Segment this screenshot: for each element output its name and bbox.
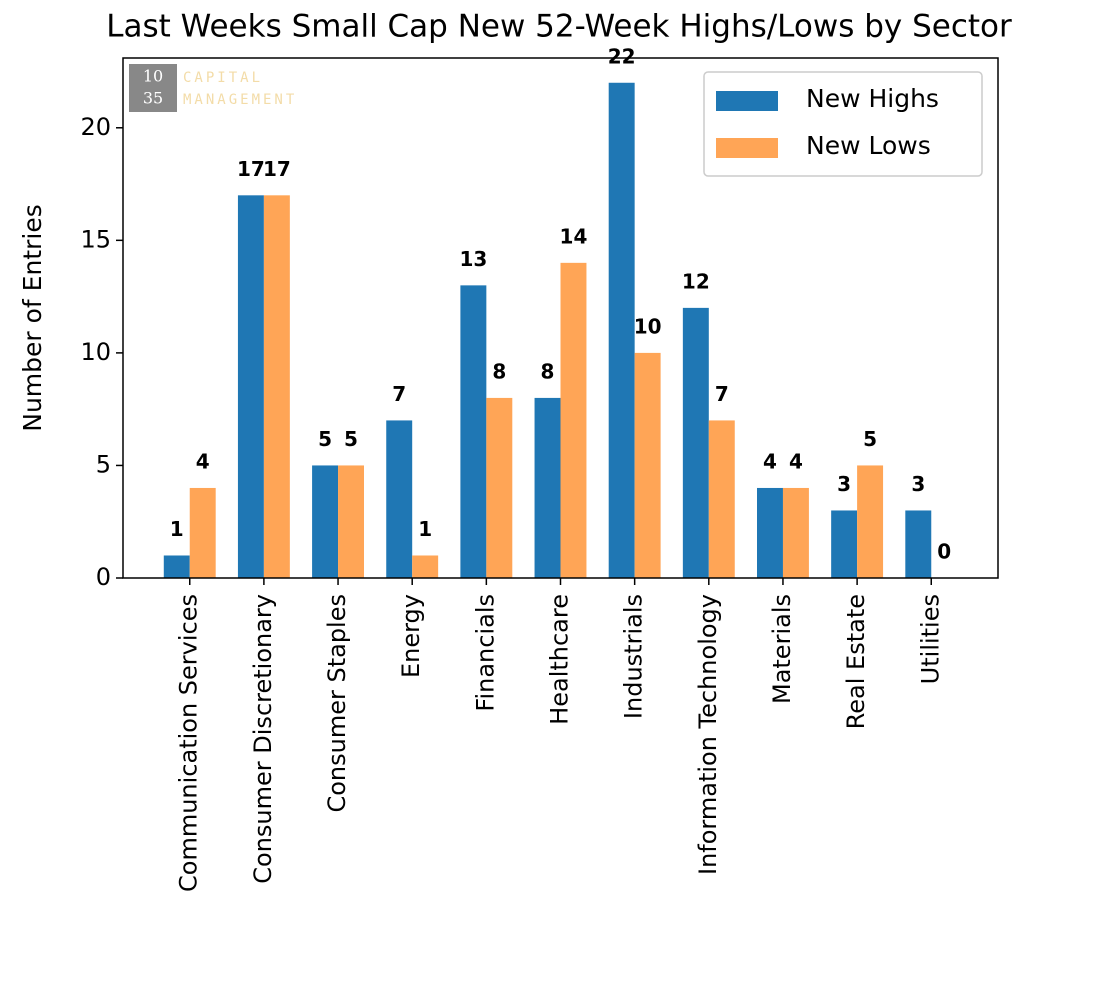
x-tick-label: Communication Services <box>175 594 203 892</box>
bar <box>708 420 735 578</box>
legend-label: New Lows <box>806 131 931 160</box>
x-tick-label: Consumer Discretionary <box>249 594 277 884</box>
x-tick-label: Consumer Staples <box>323 594 351 813</box>
bar <box>831 510 858 578</box>
bar <box>608 82 635 578</box>
bar <box>237 195 264 578</box>
bar <box>338 465 364 578</box>
bar <box>263 195 290 578</box>
value-label: 3 <box>837 472 851 496</box>
bar <box>634 352 661 578</box>
legend-swatch <box>716 91 778 111</box>
bar <box>905 510 932 578</box>
bar <box>560 262 587 578</box>
x-tick-label: Utilities <box>916 594 944 684</box>
x-tick-label: Real Estate <box>842 594 870 729</box>
bar <box>386 420 413 578</box>
logo-number: 10 <box>143 67 163 86</box>
bar <box>534 397 561 578</box>
value-label: 4 <box>789 449 803 473</box>
bar <box>189 487 216 578</box>
value-label: 13 <box>459 247 487 271</box>
logo-box <box>129 64 177 112</box>
value-label: 1 <box>170 517 184 541</box>
bar <box>857 465 884 578</box>
bar <box>682 307 709 578</box>
value-label: 14 <box>560 224 588 248</box>
value-label: 17 <box>237 157 265 181</box>
y-tick-label: 0 <box>96 563 111 591</box>
x-tick-label: Industrials <box>620 594 648 719</box>
chart-title: Last Weeks Small Cap New 52-Week Highs/L… <box>106 9 1012 45</box>
value-label: 4 <box>196 449 210 473</box>
y-tick-label: 20 <box>80 113 111 141</box>
value-label: 10 <box>634 314 662 338</box>
value-label: 7 <box>392 382 406 406</box>
logo-text: CAPITAL <box>183 70 263 86</box>
x-tick-label: Information Technology <box>694 594 722 875</box>
y-tick-label: 15 <box>80 225 111 253</box>
value-label: 8 <box>492 359 506 383</box>
bar <box>460 285 487 578</box>
bar <box>782 487 809 578</box>
logo-number: 35 <box>143 89 163 108</box>
value-label: 3 <box>911 472 925 496</box>
value-label: 22 <box>608 44 636 68</box>
logo: 10 35 CAPITAL MANAGEMENT <box>129 64 297 112</box>
value-label: 12 <box>682 269 710 293</box>
bar <box>163 555 190 578</box>
bar <box>486 397 513 578</box>
value-label: 5 <box>863 427 877 451</box>
value-label: 5 <box>318 427 332 451</box>
value-label: 0 <box>937 540 951 564</box>
value-label: 4 <box>763 449 777 473</box>
y-axis-label: Number of Entries <box>18 204 47 432</box>
value-label: 1 <box>418 517 432 541</box>
value-label: 7 <box>715 382 729 406</box>
plot-frame <box>122 57 999 579</box>
y-tick-label: 5 <box>96 450 111 478</box>
value-label: 17 <box>263 157 291 181</box>
legend-swatch <box>716 138 778 158</box>
x-tick-label: Financials <box>471 594 499 712</box>
value-label: 5 <box>344 427 358 451</box>
x-tick-label: Healthcare <box>546 594 574 725</box>
x-tick-label: Energy <box>397 594 425 678</box>
y-tick-label: 10 <box>80 338 111 366</box>
bar <box>757 487 783 578</box>
x-tick-label: Materials <box>768 594 796 704</box>
bar <box>312 465 339 578</box>
logo-text: MANAGEMENT <box>183 92 297 108</box>
bar <box>412 555 439 578</box>
value-label: 8 <box>541 359 555 383</box>
legend-label: New Highs <box>806 84 939 113</box>
